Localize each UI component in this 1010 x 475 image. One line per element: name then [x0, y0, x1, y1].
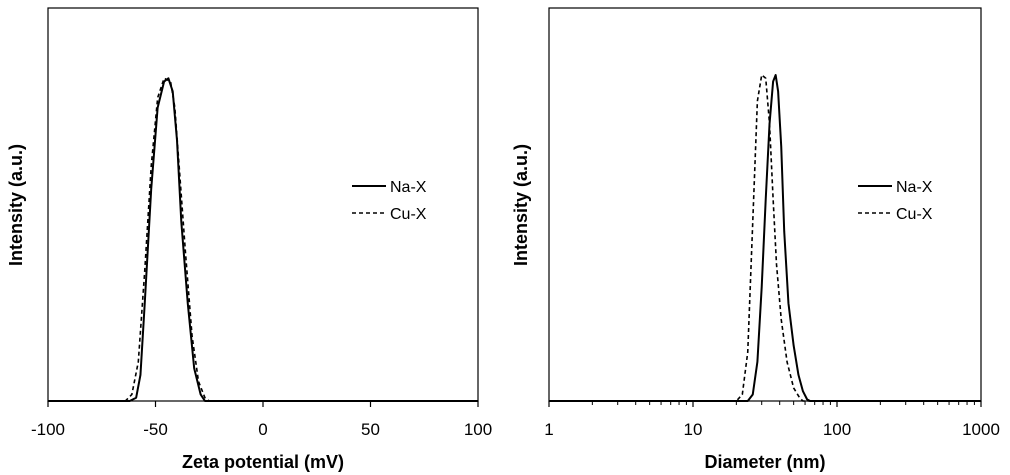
x-tick-label: 0 [258, 420, 267, 439]
legend-label-cu-x: Cu-X [390, 206, 427, 223]
x-tick-label: -50 [143, 420, 168, 439]
y-axis-title: Intensity (a.u.) [511, 144, 531, 266]
series-line-cu-x [48, 77, 478, 402]
series-group [48, 77, 478, 402]
legend-label-cu-x: Cu-X [896, 206, 933, 223]
legend: Na-X Cu-X [352, 179, 427, 223]
x-axis-title: Diameter (nm) [704, 452, 825, 472]
diameter-chart: 1 10 100 1000 Na-X Cu-X Diameter (nm) Inten… [511, 7, 1000, 472]
x-tick-label: 1 [544, 420, 553, 439]
x-axis-title: Zeta potential (mV) [182, 452, 344, 472]
x-tick-label: -100 [31, 420, 65, 439]
series-group [549, 74, 981, 402]
x-tick-label: 100 [823, 420, 851, 439]
legend-label-na-x: Na-X [390, 179, 427, 196]
x-axis-ticks: 1 10 100 1000 [544, 401, 1000, 439]
zeta-potential-chart: -100 -50 0 50 100 Na-X Cu-X Zeta potential (… [6, 7, 492, 472]
x-tick-label: 50 [361, 420, 380, 439]
legend: Na-X Cu-X [858, 179, 933, 223]
plot-area-frame [548, 7, 982, 402]
plot-area-frame [47, 7, 479, 402]
y-axis-title: Intensity (a.u.) [6, 144, 26, 266]
x-tick-label: 1000 [962, 420, 1000, 439]
series-line-na-x [549, 74, 981, 402]
series-line-na-x [48, 77, 478, 402]
x-tick-label: 10 [684, 420, 703, 439]
legend-label-na-x: Na-X [896, 179, 933, 196]
x-axis-ticks: -100 -50 0 50 100 [31, 401, 492, 439]
series-line-cu-x [549, 74, 981, 402]
x-tick-label: 100 [464, 420, 492, 439]
